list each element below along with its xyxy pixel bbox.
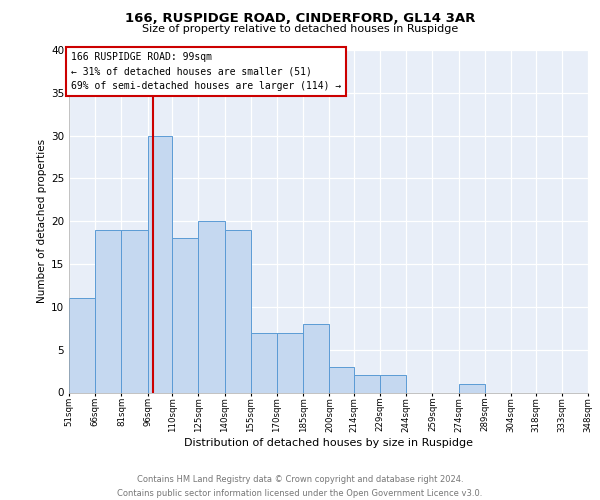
Y-axis label: Number of detached properties: Number of detached properties bbox=[37, 139, 47, 304]
Bar bbox=[458, 384, 485, 392]
Text: 166 RUSPIDGE ROAD: 99sqm
← 31% of detached houses are smaller (51)
69% of semi-d: 166 RUSPIDGE ROAD: 99sqm ← 31% of detach… bbox=[71, 52, 341, 92]
X-axis label: Distribution of detached houses by size in Ruspidge: Distribution of detached houses by size … bbox=[184, 438, 473, 448]
Bar bbox=[199, 221, 224, 392]
Bar bbox=[224, 230, 251, 392]
Bar bbox=[354, 376, 380, 392]
Bar bbox=[303, 324, 329, 392]
Bar bbox=[69, 298, 95, 392]
Bar bbox=[277, 332, 303, 392]
Bar bbox=[148, 136, 172, 392]
Text: Contains HM Land Registry data © Crown copyright and database right 2024.
Contai: Contains HM Land Registry data © Crown c… bbox=[118, 476, 482, 498]
Bar bbox=[172, 238, 199, 392]
Text: Size of property relative to detached houses in Ruspidge: Size of property relative to detached ho… bbox=[142, 24, 458, 34]
Bar bbox=[251, 332, 277, 392]
Bar bbox=[380, 376, 406, 392]
Text: 166, RUSPIDGE ROAD, CINDERFORD, GL14 3AR: 166, RUSPIDGE ROAD, CINDERFORD, GL14 3AR bbox=[125, 12, 475, 26]
Bar bbox=[329, 367, 354, 392]
Bar bbox=[95, 230, 121, 392]
Bar bbox=[121, 230, 148, 392]
